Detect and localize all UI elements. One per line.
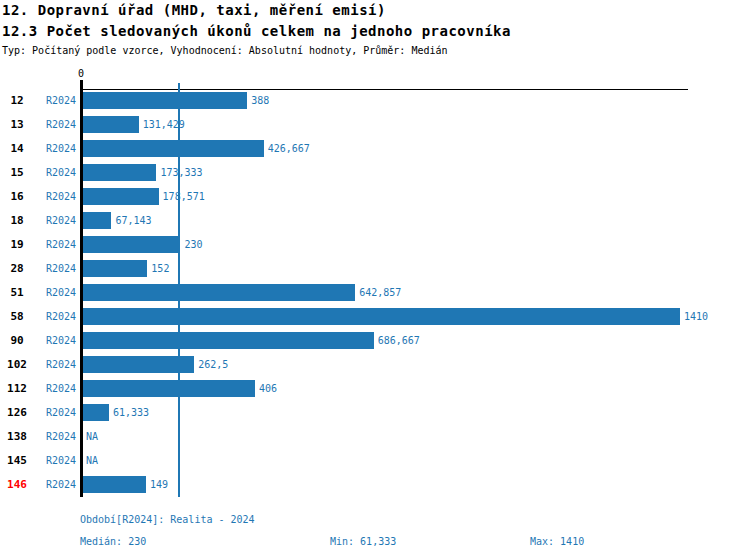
row-number-label: 15 <box>0 164 34 181</box>
value-label: 178,571 <box>163 188 205 205</box>
row-number-label: 18 <box>0 212 34 229</box>
value-bar <box>83 236 180 253</box>
bar-row: 14R2024 426,667 <box>0 140 750 157</box>
series-label: R2024 <box>38 332 76 349</box>
value-bar <box>83 308 680 325</box>
value-bar <box>83 164 156 181</box>
bar-row: 13R2024 131,429 <box>0 116 750 133</box>
value-bar <box>83 260 147 277</box>
bar-row: 112R2024 406 <box>0 380 750 397</box>
value-label: 426,667 <box>268 140 310 157</box>
value-label: 61,333 <box>113 404 149 421</box>
value-bar <box>83 212 111 229</box>
value-label: 131,429 <box>143 116 185 133</box>
row-number-label: 14 <box>0 140 34 157</box>
row-number-label: 16 <box>0 188 34 205</box>
bar-row: 15R2024 173,333 <box>0 164 750 181</box>
value-label: 642,857 <box>359 284 401 301</box>
bar-row: 90R2024 686,667 <box>0 332 750 349</box>
series-label: R2024 <box>38 476 76 493</box>
value-label: 230 <box>184 236 202 253</box>
series-label: R2024 <box>38 92 76 109</box>
value-label: NA <box>86 428 98 445</box>
bar-row: 51R2024 642,857 <box>0 284 750 301</box>
bar-row: 102R2024 262,5 <box>0 356 750 373</box>
series-label: R2024 <box>38 116 76 133</box>
row-number-label: 90 <box>0 332 34 349</box>
bar-row: 12R2024 388 <box>0 92 750 109</box>
bar-row: 126R2024 61,333 <box>0 404 750 421</box>
value-bar <box>83 356 194 373</box>
bar-row: 18R2024 67,143 <box>0 212 750 229</box>
series-label: R2024 <box>38 140 76 157</box>
series-label: R2024 <box>38 236 76 253</box>
value-bar <box>83 404 109 421</box>
value-label: 406 <box>259 380 277 397</box>
row-number-label: 58 <box>0 308 34 325</box>
row-number-label: 102 <box>0 356 34 373</box>
bar-row: 19R2024 230 <box>0 236 750 253</box>
row-number-label: 138 <box>0 428 34 445</box>
bar-row: 58R2024 1410 <box>0 308 750 325</box>
series-label: R2024 <box>38 404 76 421</box>
value-bar <box>83 380 255 397</box>
series-label: R2024 <box>38 356 76 373</box>
value-bar <box>83 116 139 133</box>
value-bar <box>83 476 146 493</box>
series-label: R2024 <box>38 284 76 301</box>
value-label: 173,333 <box>160 164 202 181</box>
series-label: R2024 <box>38 452 76 469</box>
value-label: 388 <box>251 92 269 109</box>
value-bar <box>83 92 247 109</box>
row-number-label: 28 <box>0 260 34 277</box>
series-label: R2024 <box>38 308 76 325</box>
bar-row: 146R2024 149 <box>0 476 750 493</box>
series-label: R2024 <box>38 164 76 181</box>
value-label: 152 <box>151 260 169 277</box>
row-number-label: 13 <box>0 116 34 133</box>
bar-row: 145R2024 NA <box>0 452 750 469</box>
row-number-label: 51 <box>0 284 34 301</box>
row-number-label: 19 <box>0 236 34 253</box>
value-label: 686,667 <box>378 332 420 349</box>
report-chart-page: 12. Dopravní úřad (MHD, taxi, měření emi… <box>0 0 750 560</box>
row-number-label: 112 <box>0 380 34 397</box>
bar-rows-area: 12R202438813R2024131,42914R2024426,66715… <box>0 0 750 560</box>
value-bar <box>83 188 159 205</box>
row-number-label: 126 <box>0 404 34 421</box>
value-bar <box>83 332 374 349</box>
value-label: 1410 <box>684 308 708 325</box>
row-number-label: 12 <box>0 92 34 109</box>
bar-row: 28R2024 152 <box>0 260 750 277</box>
value-label: NA <box>86 452 98 469</box>
value-label: 149 <box>150 476 168 493</box>
series-label: R2024 <box>38 380 76 397</box>
bar-row: 16R2024 178,571 <box>0 188 750 205</box>
row-number-label: 146 <box>0 476 34 493</box>
series-label: R2024 <box>38 188 76 205</box>
row-number-label: 145 <box>0 452 34 469</box>
value-bar <box>83 140 264 157</box>
series-label: R2024 <box>38 260 76 277</box>
value-bar <box>83 284 355 301</box>
bar-row: 138R2024 NA <box>0 428 750 445</box>
series-label: R2024 <box>38 428 76 445</box>
series-label: R2024 <box>38 212 76 229</box>
value-label: 262,5 <box>198 356 228 373</box>
value-label: 67,143 <box>115 212 151 229</box>
